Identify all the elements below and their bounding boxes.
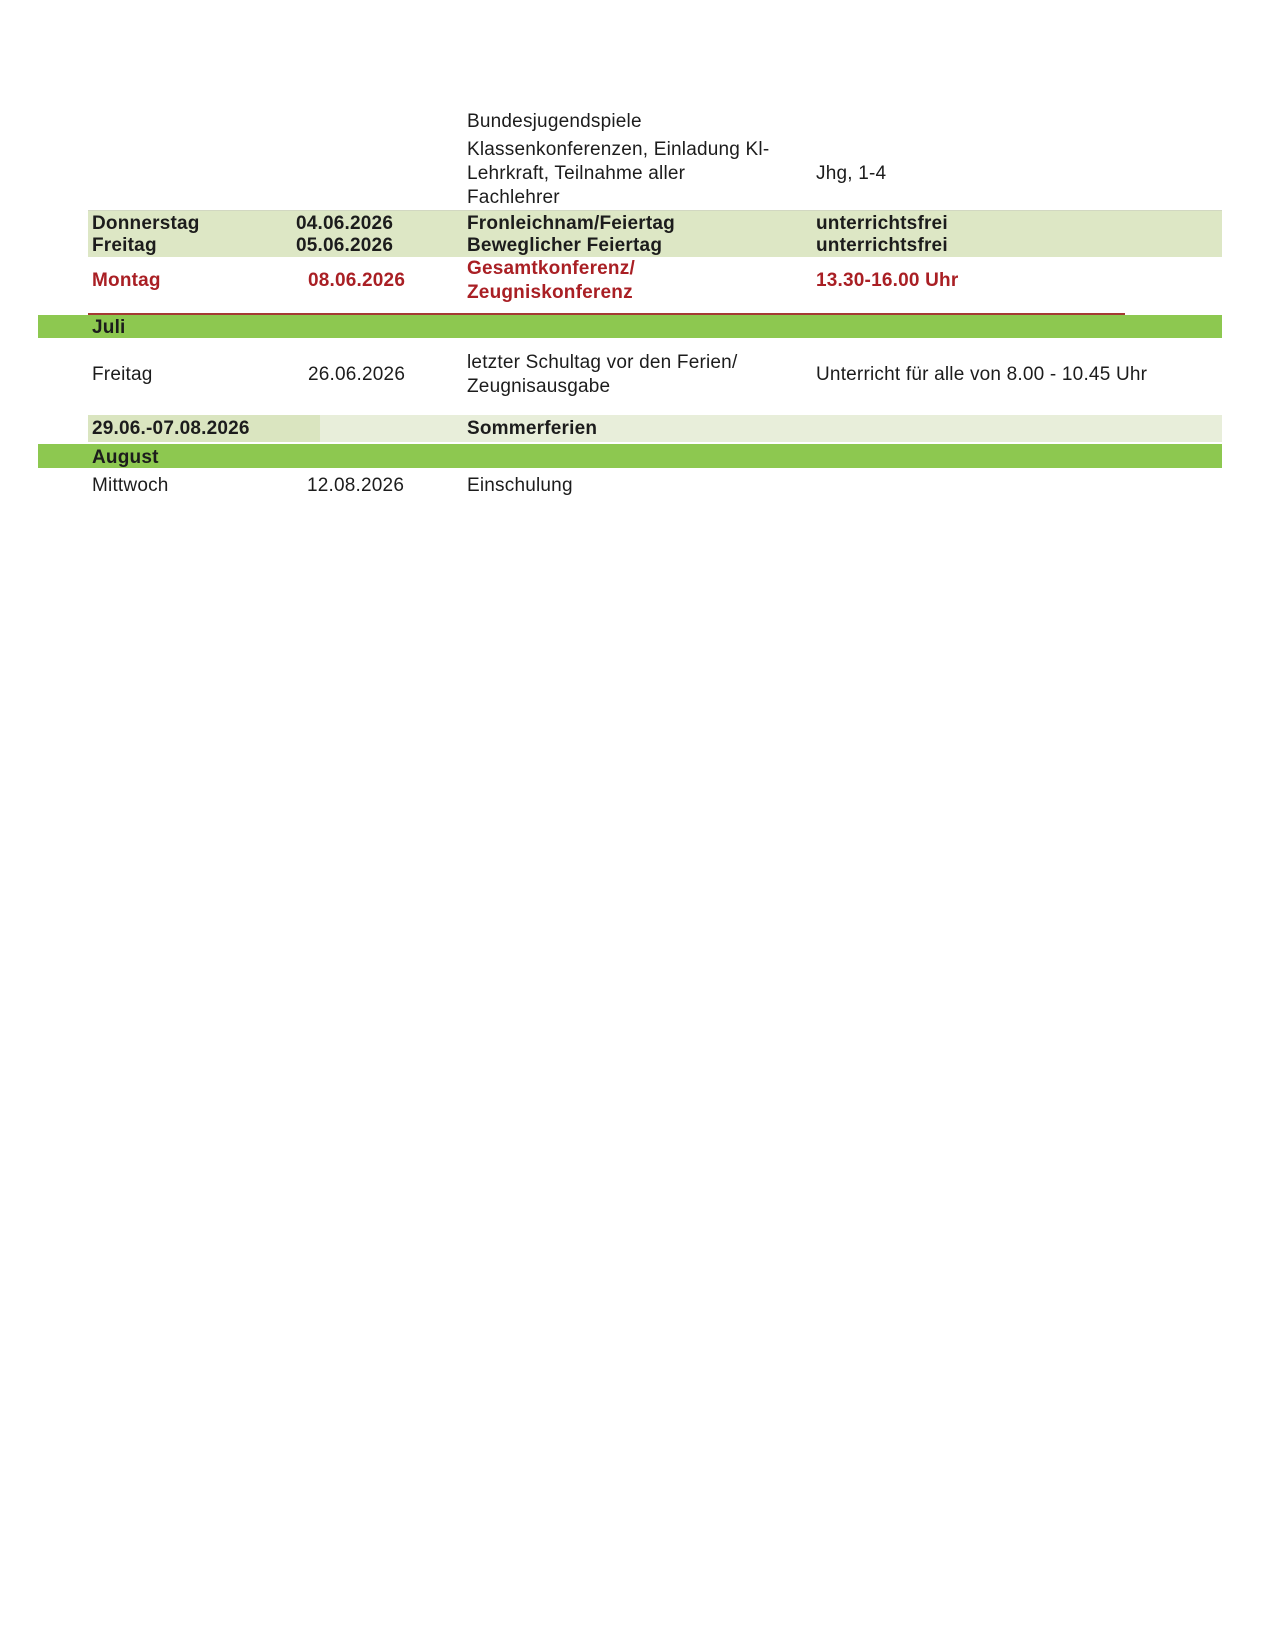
holiday-band-background [88,210,1222,257]
sommerferien-event-cell-background [320,415,1222,442]
row-konferenz-note: 13.30-16.00 Uhr [816,270,959,291]
sommerferien-date-cell-background [88,415,320,442]
row-beweglicher-feiertag-date: 05.06.2026 [296,235,394,256]
row-letzter-schultag-date: 26.06.2026 [308,364,406,385]
row-beweglicher-feiertag-event: Beweglicher Feiertag [467,235,663,256]
juli-month-label: Juli [92,317,126,338]
august-month-bar [38,444,1222,468]
august-month-label: August [92,447,159,468]
row-konferenz-date: 08.06.2026 [308,270,406,291]
row-konferenz-day: Montag [92,270,161,291]
juli-month-bar [38,315,1222,338]
row-beweglicher-feiertag-day: Freitag [92,235,157,256]
event-klassenkonferenzen-line2: Lehrkraft, Teilnahme aller [467,163,686,184]
row-sommerferien-event: Sommerferien [467,418,598,439]
row-einschulung-event: Einschulung [467,475,573,496]
row-fronleichnam-note: unterrichtsfrei [816,213,948,234]
row-letzter-schultag-event-line1: letzter Schultag vor den Ferien/ [467,352,738,373]
event-bundesjugendspiele: Bundesjugendspiele [467,111,642,132]
row-konferenz-event-line1: Gesamtkonferenz/ [467,258,635,279]
row-letzter-schultag-event-line2: Zeugnisausgabe [467,376,611,397]
row-konferenz-event-line2: Zeugniskonferenz [467,282,633,303]
row-beweglicher-feiertag-note: unterrichtsfrei [816,235,948,256]
note-jahrgang: Jhg, 1-4 [816,163,887,184]
row-fronleichnam-event: Fronleichnam/Feiertag [467,213,675,234]
row-fronleichnam-day: Donnerstag [92,213,200,234]
row-einschulung-day: Mittwoch [92,475,169,496]
row-sommerferien-daterange: 29.06.-07.08.2026 [92,418,250,439]
event-klassenkonferenzen-line3: Fachlehrer [467,187,560,208]
event-klassenkonferenzen-line1: Klassenkonferenzen, Einladung Kl- [467,139,770,160]
row-letzter-schultag-note: Unterricht für alle von 8.00 - 10.45 Uhr [816,364,1148,385]
row-einschulung-date: 12.08.2026 [307,475,405,496]
row-letzter-schultag-day: Freitag [92,364,153,385]
row-fronleichnam-date: 04.06.2026 [296,213,394,234]
red-divider-line [88,313,1125,315]
